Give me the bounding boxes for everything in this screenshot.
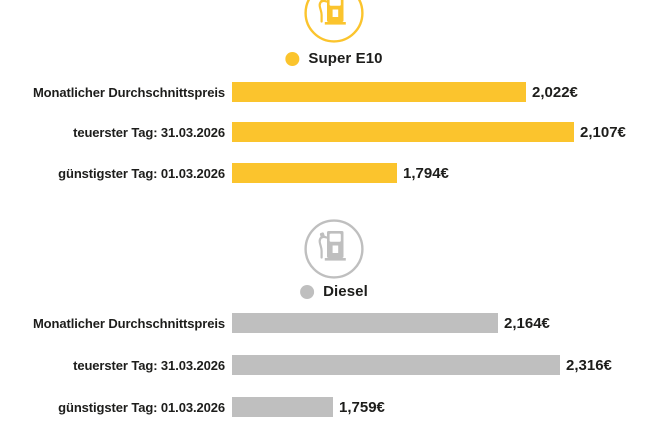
bar-row: teuerster Tag: 31.03.2026 2,316€ [0, 355, 668, 375]
value-label: 2,164€ [504, 314, 550, 332]
bar-min-diesel [232, 397, 333, 417]
bar-row: günstigster Tag: 01.03.2026 1,759€ [0, 397, 668, 417]
category-label: Monatlicher Durchschnittspreis [32, 315, 225, 331]
bar-max-super [232, 122, 574, 142]
legend-dot [300, 284, 315, 299]
category-label: günstigster Tag: 01.03.2026 [58, 165, 225, 181]
value-label: 2,316€ [566, 356, 612, 374]
legend-label: Diesel [323, 283, 368, 300]
bar-row: Monatlicher Durchschnittspreis 2,022€ [0, 82, 668, 102]
legend-diesel: Diesel [300, 283, 368, 300]
fuel-pump-icon [304, 0, 364, 43]
value-label: 1,759€ [339, 398, 385, 416]
category-label: teuerster Tag: 31.03.2026 [73, 357, 225, 373]
legend-super-e10: Super E10 [285, 50, 383, 67]
value-label: 2,107€ [580, 123, 626, 141]
bar-average-diesel [232, 313, 498, 333]
legend-dot [285, 51, 300, 66]
fuel-pump-icon [304, 219, 364, 279]
value-label: 1,794€ [403, 164, 449, 182]
bar-average-super [232, 82, 526, 102]
category-label: teuerster Tag: 31.03.2026 [73, 124, 225, 140]
legend-label: Super E10 [308, 50, 383, 67]
bar-min-super [232, 163, 397, 183]
value-label: 2,022€ [532, 83, 578, 101]
bar-row: teuerster Tag: 31.03.2026 2,107€ [0, 122, 668, 142]
bar-row: günstigster Tag: 01.03.2026 1,794€ [0, 163, 668, 183]
category-label: günstigster Tag: 01.03.2026 [58, 399, 225, 415]
bar-max-diesel [232, 355, 560, 375]
bar-row: Monatlicher Durchschnittspreis 2,164€ [0, 313, 668, 333]
category-label: Monatlicher Durchschnittspreis [32, 84, 225, 100]
